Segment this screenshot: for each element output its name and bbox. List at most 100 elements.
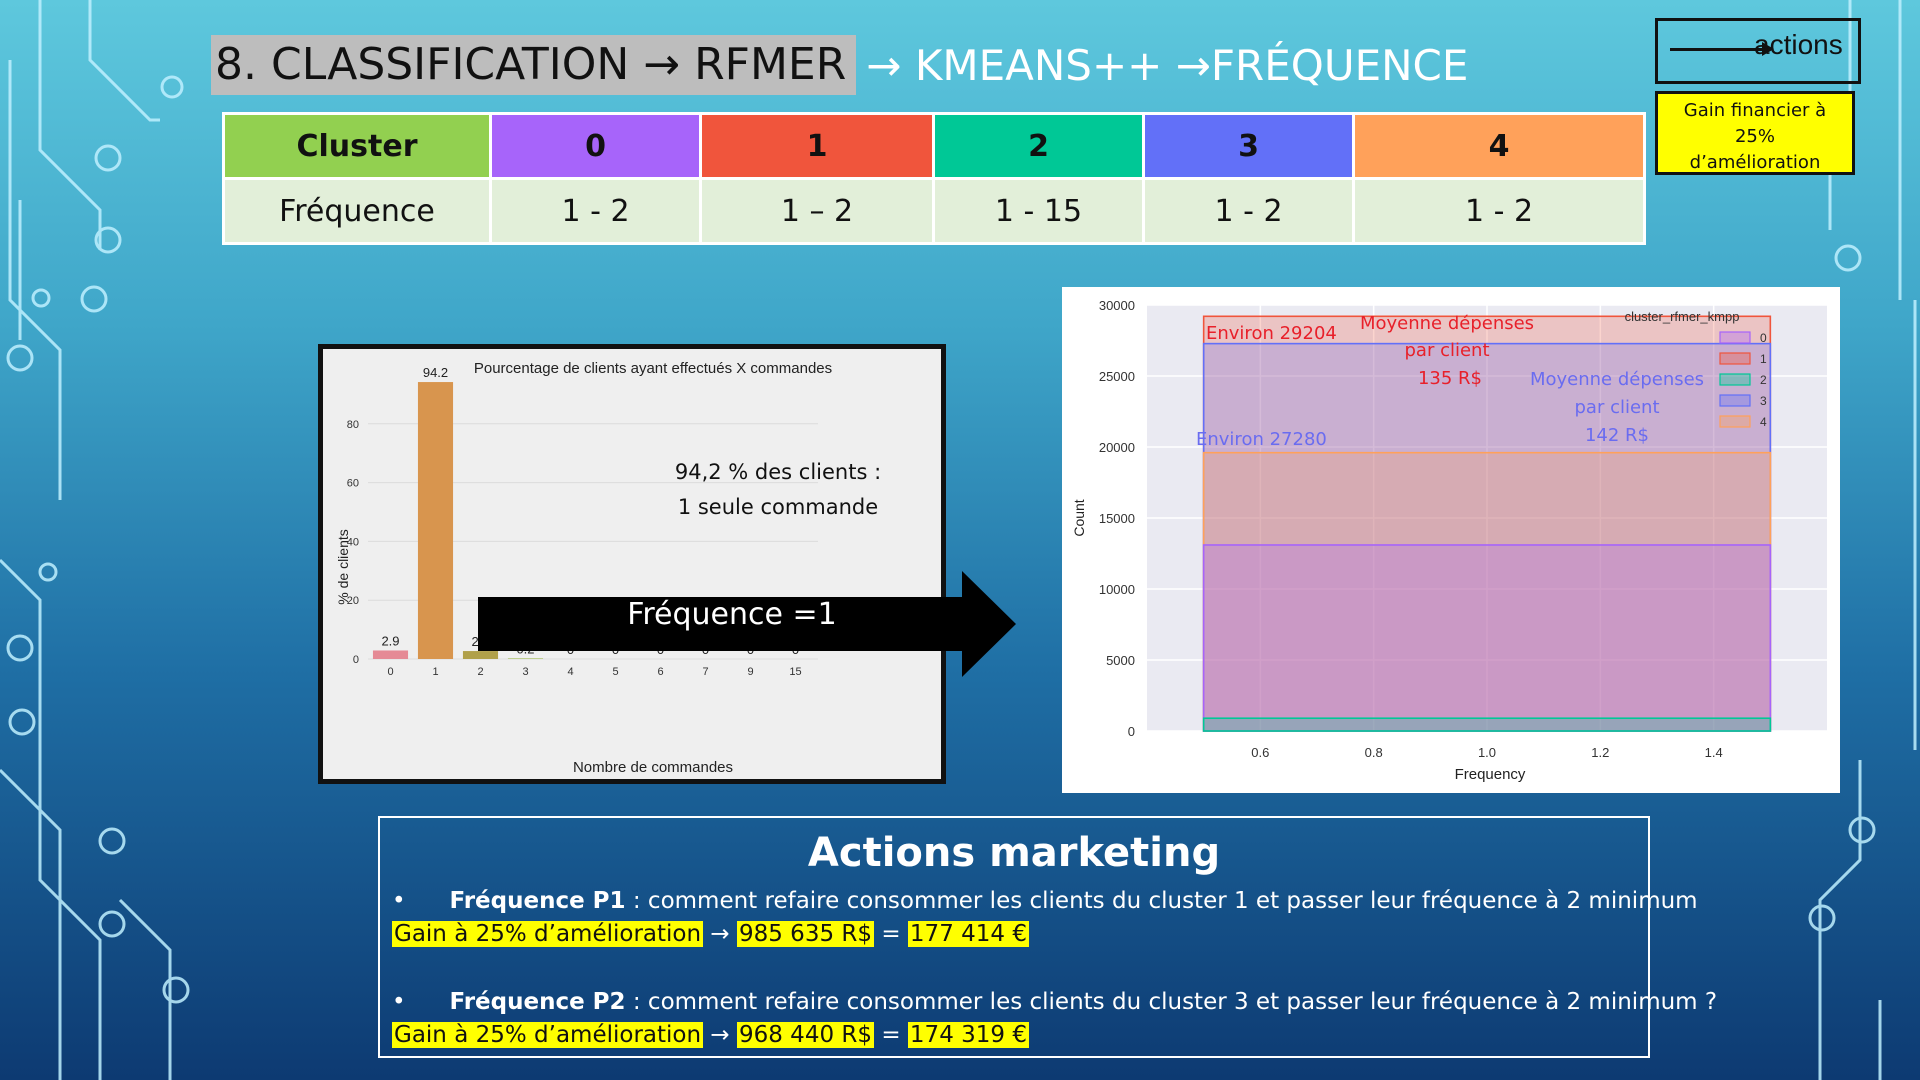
frequency-histogram: 0 5000 10000 15000 20000 25000 30000 0.6 0.8 1.0 1…	[1062, 287, 1840, 793]
bar-ytick-label: 40	[347, 536, 359, 548]
cluster-id-3: 3	[1142, 112, 1355, 180]
action-p2-text: : comment refaire consommer les clients …	[625, 989, 1718, 1015]
slide-title: 8. CLASSIFICATION → RFMER → KMEANS++ →FR…	[211, 35, 1468, 95]
annot-blue-mean-2: par client	[1574, 397, 1659, 418]
bullet: •	[392, 989, 406, 1015]
bar-xtick-label: 6	[657, 666, 663, 678]
bar-xtick-label: 9	[747, 666, 753, 678]
bar-0	[372, 650, 409, 659]
frequency-histogram-svg: 0 5000 10000 15000 20000 25000 30000 0.6 0.8 1.0 1…	[1071, 298, 1827, 783]
action-p2-gain-line: Gain à 25% d’amélioration → 968 440 R$ =…	[392, 1022, 1029, 1048]
bar-xtick-label: 4	[567, 666, 573, 678]
hist-ytick-label: 5000	[1106, 653, 1135, 668]
hist-xtick-label: 1.0	[1478, 745, 1496, 760]
gain-line-1: Gain financier à	[1683, 100, 1827, 121]
bar-xtick-label: 3	[522, 666, 528, 678]
title-part-classification: 8. CLASSIFICATION → RFMER	[211, 35, 857, 95]
hist-xtick-label: 0.6	[1251, 745, 1269, 760]
action-p1-line: • Fréquence P1 : comment refaire consomm…	[392, 888, 1698, 914]
annot-blue-mean-3: 142 R$	[1585, 425, 1649, 446]
hist-xtick-label: 1.2	[1591, 745, 1609, 760]
hist-legend-label-3: 3	[1760, 394, 1767, 408]
gain-line-2: 25%	[1734, 126, 1775, 147]
actions-legend: actions	[1655, 18, 1861, 84]
hist-ytick-label: 20000	[1099, 440, 1135, 455]
orders-bar-chart-svg: Pourcentage de clients ayant effectués X…	[335, 360, 881, 776]
bar-xtick-label: 1	[432, 666, 438, 678]
annot-red-count: Environ 29204	[1206, 323, 1337, 344]
bar-chart-annotation-1: 94,2 % des clients :	[675, 460, 881, 484]
action-p2-rs: 968 440 R$	[736, 1022, 875, 1048]
hist-area-cluster-1	[1202, 315, 1772, 732]
frequence-cluster-4: 1 - 2	[1352, 177, 1646, 245]
action-p2-gain: Gain à 25% d’amélioration	[392, 1022, 704, 1048]
bar-chart-ylabel: % de clients	[335, 529, 351, 604]
gain-box: Gain financier à 25% d’amélioration	[1655, 91, 1855, 175]
frequence-cluster-2: 1 - 15	[932, 177, 1145, 245]
hist-legend-swatch-4	[1719, 415, 1751, 428]
action-p1-rs: 985 635 R$	[736, 921, 875, 947]
bar-xtick-label: 7	[702, 666, 708, 678]
hist-xlabel: Frequency	[1455, 766, 1526, 783]
annot-red-mean-3: 135 R$	[1418, 368, 1482, 389]
annot-blue-mean-1: Moyenne dépenses	[1530, 369, 1704, 390]
action-p1-gain: Gain à 25% d’amélioration	[392, 921, 704, 947]
hist-ytick-label: 0	[1128, 724, 1135, 739]
hist-xtick-label: 0.8	[1365, 745, 1383, 760]
bullet: •	[392, 888, 406, 914]
title-part-kmeans: → KMEANS++ →FRÉQUENCE	[866, 40, 1469, 90]
hist-legend-title: cluster_rfmer_kmpp	[1625, 309, 1740, 324]
arrow-right-icon: →	[710, 921, 730, 947]
actions-legend-label: actions	[1754, 29, 1843, 60]
bar-xtick-label: 5	[612, 666, 618, 678]
actions-marketing-title: Actions marketing	[807, 830, 1221, 876]
gain-line-3: d’amélioration	[1689, 152, 1821, 173]
bar-value-label: 94.2	[423, 365, 448, 380]
hist-area-cluster-0	[1202, 544, 1772, 732]
big-arrow-label: Fréquence =1	[627, 597, 837, 632]
action-p1-title: Fréquence P1	[449, 888, 626, 914]
hist-area-cluster-4	[1202, 451, 1772, 732]
bar-chart-annotation-2: 1 seule commande	[678, 495, 878, 519]
cluster-table: Cluster 0 1 2 3 4 Fréquence 1 - 2 1 – 2 …	[222, 112, 1646, 245]
hist-area-cluster-3	[1202, 342, 1772, 732]
hist-ylabel: Count	[1071, 499, 1087, 536]
cluster-id-0: 0	[489, 112, 702, 180]
arrow-right-icon: →	[710, 1022, 730, 1048]
hist-legend-label-1: 1	[1760, 352, 1767, 366]
equals-sign: =	[881, 1022, 901, 1048]
frequence-cluster-0: 1 - 2	[489, 177, 702, 245]
hist-legend-label-0: 0	[1760, 331, 1767, 345]
bar-3	[507, 658, 544, 659]
hist-legend-swatch-3	[1719, 394, 1751, 407]
frequence-row-label: Fréquence	[222, 177, 492, 245]
frequence-cluster-3: 1 - 2	[1142, 177, 1355, 245]
cluster-id-1: 1	[699, 112, 935, 180]
orders-bar-chart: Pourcentage de clients ayant effectués X…	[318, 344, 946, 784]
bar-ytick-label: 80	[347, 419, 359, 431]
hist-legend-label-2: 2	[1760, 373, 1767, 387]
bar-chart-title: Pourcentage de clients ayant effectués X…	[474, 360, 832, 377]
bar-xtick-label: 2	[477, 666, 483, 678]
hist-ytick-label: 30000	[1099, 298, 1135, 313]
big-arrow-right-icon	[478, 571, 1016, 677]
action-p2-eur: 174 319 €	[907, 1022, 1029, 1048]
frequence-cluster-1: 1 – 2	[699, 177, 935, 245]
action-p1-text: : comment refaire consommer les clients …	[625, 888, 1698, 914]
bar-ytick-label: 20	[347, 595, 359, 607]
action-p2-title: Fréquence P2	[449, 989, 626, 1015]
actions-marketing-box: Actions marketing • Fréquence P1 : comme…	[378, 816, 1717, 1058]
arrow-right-icon	[1670, 42, 1774, 56]
hist-ytick-label: 25000	[1099, 369, 1135, 384]
bar-value-label: 2.9	[381, 633, 399, 648]
hist-legend-swatch-0	[1719, 331, 1751, 344]
cluster-id-2: 2	[932, 112, 1145, 180]
bar-chart-xlabel: Nombre de commandes	[573, 759, 733, 776]
bar-xtick-label: 15	[789, 666, 801, 678]
hist-xtick-label: 1.4	[1705, 745, 1723, 760]
bar-ytick-label: 60	[347, 478, 359, 490]
annot-red-mean-2: par client	[1404, 340, 1489, 361]
cluster-id-4: 4	[1352, 112, 1646, 180]
bar-1	[417, 382, 454, 659]
action-p1-gain-line: Gain à 25% d’amélioration → 985 635 R$ =…	[392, 921, 1029, 947]
